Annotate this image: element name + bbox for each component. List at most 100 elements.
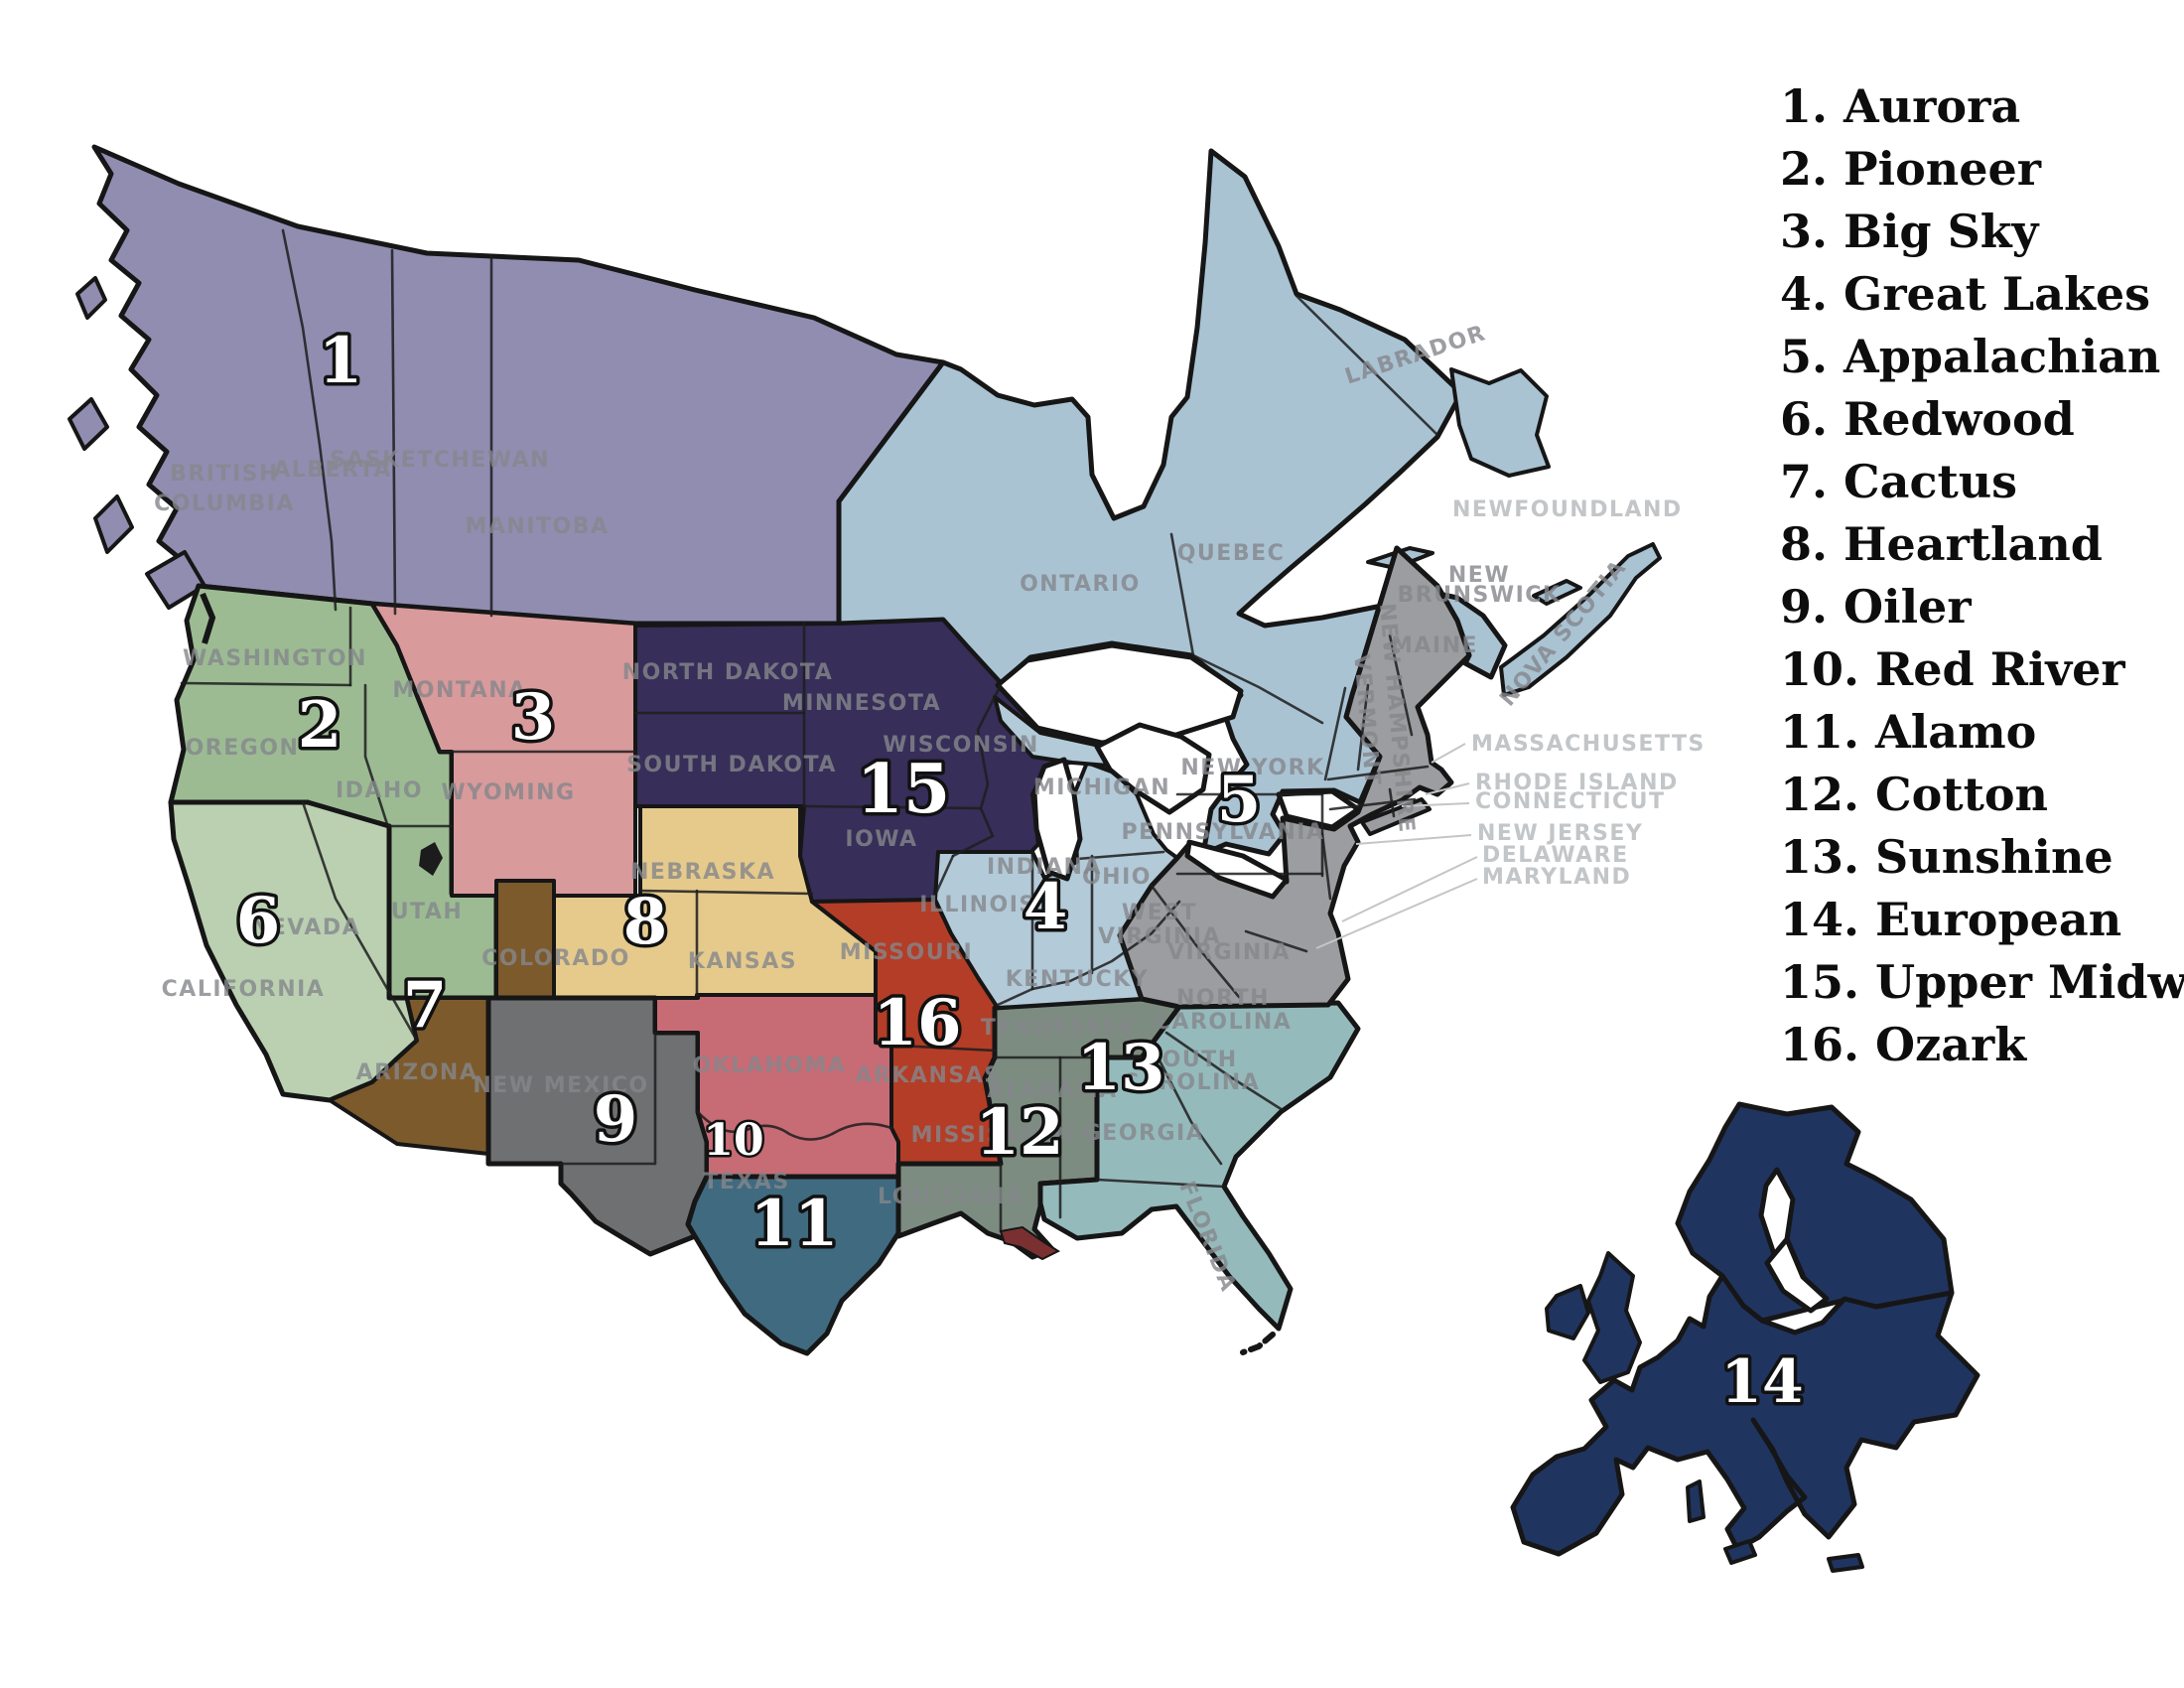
- state-label: COLUMBIA: [154, 492, 295, 516]
- state-label: MICHIGAN: [1033, 775, 1170, 800]
- callout-leader-lines: [1315, 743, 1478, 949]
- region-number: 7: [403, 968, 448, 1043]
- state-label: WASHINGTON: [183, 646, 367, 671]
- legend-item-name: Red River: [1875, 642, 2125, 696]
- coast-island: [93, 494, 134, 554]
- europe-mainland: [1510, 1273, 1980, 1557]
- legend-item: 7. Cactus: [1780, 451, 2177, 513]
- region-european: [1510, 1101, 1980, 1573]
- mississippi-delta: [999, 1225, 1061, 1261]
- state-label: PENNSYLVANIA: [1122, 820, 1325, 845]
- quebec-labrador-border: [1295, 294, 1439, 437]
- state-label: NEBRASKA: [630, 860, 775, 885]
- region-number: 16: [873, 986, 961, 1060]
- state-label: BRITISH: [170, 462, 279, 487]
- state-label: MANITOBA: [465, 514, 609, 539]
- coast-island: [68, 397, 109, 451]
- or-id-border: [363, 683, 389, 826]
- legend-item-number: 5.: [1780, 330, 1829, 383]
- puget-sound: [200, 592, 216, 644]
- legend-item-number: 15.: [1780, 955, 1860, 1009]
- region-appalachian: [1117, 545, 1472, 1010]
- florida-keys: [1240, 1332, 1276, 1355]
- region-aurora-shape: [91, 144, 946, 627]
- state-label: IOWA: [845, 827, 917, 852]
- legend-item-number: 4.: [1780, 267, 1829, 321]
- legend-item-number: 11.: [1780, 705, 1860, 759]
- prince-edward-island: [1532, 579, 1582, 606]
- region-sunshine-shape: [1037, 1000, 1361, 1332]
- callout-label: RHODE ISLAND: [1475, 771, 1679, 795]
- legend-item-name: Great Lakes: [1843, 267, 2151, 321]
- state-label: NEW: [1448, 563, 1510, 588]
- state-label: SOUTH DAKOTA: [626, 753, 837, 777]
- legend-item-number: 10.: [1780, 642, 1860, 696]
- legend-item-number: 12.: [1780, 768, 1860, 821]
- legend-item: 4. Great Lakes: [1780, 263, 2177, 326]
- long-island: [1360, 797, 1432, 836]
- ma-north-border: [1326, 765, 1430, 781]
- region-number: 12: [975, 1095, 1063, 1170]
- ontario-quebec-border: [1169, 532, 1324, 725]
- legend-item-name: Big Sky: [1843, 205, 2039, 258]
- baltic-sea: [1764, 1236, 1830, 1314]
- state-label: OKLAHOMA: [693, 1054, 847, 1078]
- legend-item-name: Cotton: [1875, 768, 2048, 821]
- legend-item-name: Redwood: [1843, 392, 2075, 446]
- ca-nv-border: [301, 800, 419, 1043]
- state-label: MINNESOTA: [782, 691, 941, 716]
- mi-oh-in-border: [1075, 850, 1165, 861]
- mn-wi-border: [976, 683, 1003, 810]
- mn-ia-border: [802, 804, 983, 810]
- lake-superior: [995, 642, 1244, 746]
- lake-michigan: [1031, 757, 1083, 882]
- state-boundaries: [180, 228, 1439, 1233]
- state-label: NEW MEXICO: [473, 1073, 648, 1098]
- newfoundland-island: [1449, 367, 1551, 478]
- leader-line-delaware: [1341, 856, 1478, 922]
- region-number: 13: [1076, 1031, 1164, 1105]
- ma-ct-ri-border: [1328, 797, 1417, 811]
- state-label: TEXAS: [703, 1170, 789, 1195]
- state-label: ARKANSAS: [855, 1063, 1001, 1088]
- wa-or-border: [180, 681, 352, 687]
- state-label: NEVADA: [251, 915, 360, 940]
- lake-erie: [1184, 839, 1290, 900]
- legend-item-number: 1.: [1780, 79, 1829, 133]
- legend-item-name: Sunshine: [1875, 830, 2114, 884]
- legend-item: 13. Sunshine: [1780, 826, 2177, 889]
- state-label: CAROLINA: [1123, 1070, 1260, 1095]
- great-lakes-water: [995, 642, 1361, 900]
- state-label: KANSAS: [688, 949, 797, 974]
- legend-item: 3. Big Sky: [1780, 201, 2177, 263]
- legend-item-name: Appalachian: [1843, 330, 2161, 383]
- state-label: NEW YORK: [1180, 756, 1324, 780]
- state-label: CAROLINA: [1155, 1010, 1292, 1035]
- legend-item-number: 6.: [1780, 392, 1829, 446]
- state-label: ALBERTA: [273, 458, 392, 483]
- nc-sc-border: [1164, 1031, 1285, 1112]
- callout-label: DELAWARE: [1482, 843, 1629, 868]
- ny-vt-border: [1323, 686, 1347, 781]
- red-river-border: [696, 1110, 893, 1141]
- nm-tx-border: [559, 1031, 657, 1166]
- state-label: ARIZONA: [356, 1060, 478, 1085]
- region-number: 11: [750, 1187, 838, 1261]
- ia-il-border: [931, 854, 955, 902]
- legend-item-name: Pioneer: [1843, 142, 2041, 196]
- legend-item-name: Alamo: [1875, 705, 2037, 759]
- legend-item-name: Ozark: [1875, 1018, 2027, 1071]
- legend-item-name: Oiler: [1843, 580, 1972, 633]
- state-label: WYOMING: [441, 780, 575, 805]
- state-label: UTAH: [391, 900, 464, 924]
- bc-alberta-border: [281, 228, 338, 612]
- legend-item: 14. European: [1780, 889, 2177, 951]
- sc-ga-border: [1158, 1058, 1223, 1166]
- wv-va-border: [1150, 884, 1241, 999]
- legend-item: 8. Heartland: [1780, 513, 2177, 576]
- legend-item: 12. Cotton: [1780, 764, 2177, 826]
- region-appalachian-shape: [1117, 545, 1472, 1010]
